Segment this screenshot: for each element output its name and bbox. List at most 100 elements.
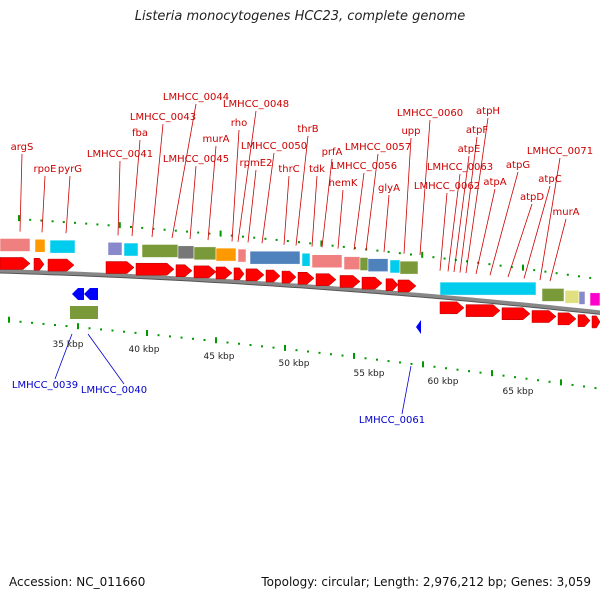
gene-label-lmhcc_0044: LMHCC_0044 <box>163 92 229 103</box>
leader-line <box>419 119 431 256</box>
gene-label-glya: glyA <box>378 183 400 194</box>
forward-gene-arrow <box>465 304 501 317</box>
inner-tick <box>353 352 355 359</box>
forward-gene-arrow <box>315 273 337 286</box>
gene-label-hemk: hemK <box>329 178 358 189</box>
forward-gene-arrow <box>591 315 600 329</box>
outer-tick <box>320 240 323 247</box>
outer-tick <box>544 270 547 273</box>
inner-tick <box>19 320 22 323</box>
gene-label-lmhcc_0050: LMHCC_0050 <box>241 141 307 152</box>
forward-gene-arrow <box>215 266 233 280</box>
forward-gene-arrow <box>577 314 591 327</box>
inner-tick <box>203 339 206 342</box>
gene-label-atpf: atpF <box>466 125 488 136</box>
leader-line <box>207 145 217 241</box>
inner-tick <box>65 325 68 328</box>
reverse-gene-arrow <box>72 288 84 300</box>
gene-label-lmhcc_0060: LMHCC_0060 <box>397 108 463 119</box>
cog-box <box>367 258 389 272</box>
leader-line <box>383 194 390 253</box>
outer-tick <box>141 226 144 229</box>
inner-tick <box>502 374 505 377</box>
gene-label-atpg: atpG <box>506 160 530 171</box>
leader-line <box>507 203 533 278</box>
inner-tick <box>157 334 160 337</box>
leader-line <box>231 129 240 242</box>
inner-tick <box>376 358 378 361</box>
gene-label-lmhcc_0062: LMHCC_0062 <box>414 181 480 192</box>
gene-arrow-track <box>0 257 600 334</box>
forward-gene-arrow <box>501 307 531 321</box>
leader-line <box>65 175 71 234</box>
inner-tick <box>88 327 91 330</box>
cog-box <box>311 254 343 268</box>
gene-label-rpoe: rpoE <box>34 164 57 175</box>
inner-tick <box>249 344 252 347</box>
cog-box <box>389 259 401 274</box>
leader-line <box>19 153 23 232</box>
leader-line <box>549 218 567 282</box>
outer-tick <box>275 238 278 241</box>
outer-tick <box>522 264 524 271</box>
cog-box <box>177 245 195 260</box>
backbone-shadow <box>0 272 600 315</box>
scale-label: 65 kbp <box>503 387 534 397</box>
forward-gene-arrow <box>245 268 265 282</box>
outer-tick <box>29 218 32 221</box>
gene-label-lmhcc_0040: LMHCC_0040 <box>81 385 147 396</box>
leader-line <box>475 188 496 275</box>
inner-tick <box>537 379 539 382</box>
inner-tick <box>456 368 459 371</box>
gene-label-lmhcc_0071: LMHCC_0071 <box>527 146 593 157</box>
inner-tick <box>284 344 286 351</box>
cog-box <box>301 253 311 267</box>
cog-box <box>343 256 361 270</box>
outer-tick <box>443 257 446 260</box>
inner-tick <box>468 370 470 373</box>
outer-tick <box>342 245 345 248</box>
scale-label: 50 kbp <box>279 359 310 369</box>
inner-tick <box>215 337 217 344</box>
cog-box <box>439 281 537 296</box>
inner-tick <box>261 345 263 348</box>
outer-tick <box>376 249 379 252</box>
inner-tick <box>433 365 436 368</box>
leader-line <box>171 103 197 239</box>
outer-tick <box>264 237 267 240</box>
gene-label-thrb: thrB <box>297 124 318 135</box>
gene-label-atpe: atpE <box>458 144 481 155</box>
outer-tick <box>174 229 177 232</box>
leader-line <box>353 172 365 250</box>
leader-line <box>401 365 412 415</box>
leader-line <box>453 155 470 273</box>
leader-line <box>54 333 73 380</box>
gene-label-rho: rho <box>231 118 247 129</box>
gene-label-atpa: atpA <box>483 177 506 188</box>
outer-tick <box>51 220 54 223</box>
leader-line <box>311 175 318 247</box>
forward-gene-arrow <box>557 312 577 326</box>
leader-line <box>295 135 309 246</box>
gene-labels-reverse: LMHCC_0039 LMHCC_0040 LMHCC_0061 <box>12 380 425 426</box>
leader-line <box>489 171 519 276</box>
outer-tick <box>387 250 390 253</box>
forward-gene-arrow <box>531 310 557 323</box>
inner-tick <box>8 316 10 323</box>
outer-tick <box>398 252 401 255</box>
outer-tick <box>107 224 110 227</box>
leader-line <box>261 152 275 244</box>
inner-tick <box>307 350 309 353</box>
inner-tick <box>479 371 482 374</box>
inner-tick <box>31 321 33 324</box>
leader-line <box>117 160 121 236</box>
outer-tick <box>74 221 76 224</box>
gene-label-atph: atpH <box>476 106 500 117</box>
forward-gene-arrow <box>361 276 383 290</box>
scale-label: 60 kbp <box>428 377 459 387</box>
outer-tick <box>510 266 513 269</box>
forward-gene-arrow <box>265 269 281 283</box>
outer-tick <box>533 269 536 272</box>
outer-tick <box>589 276 592 279</box>
